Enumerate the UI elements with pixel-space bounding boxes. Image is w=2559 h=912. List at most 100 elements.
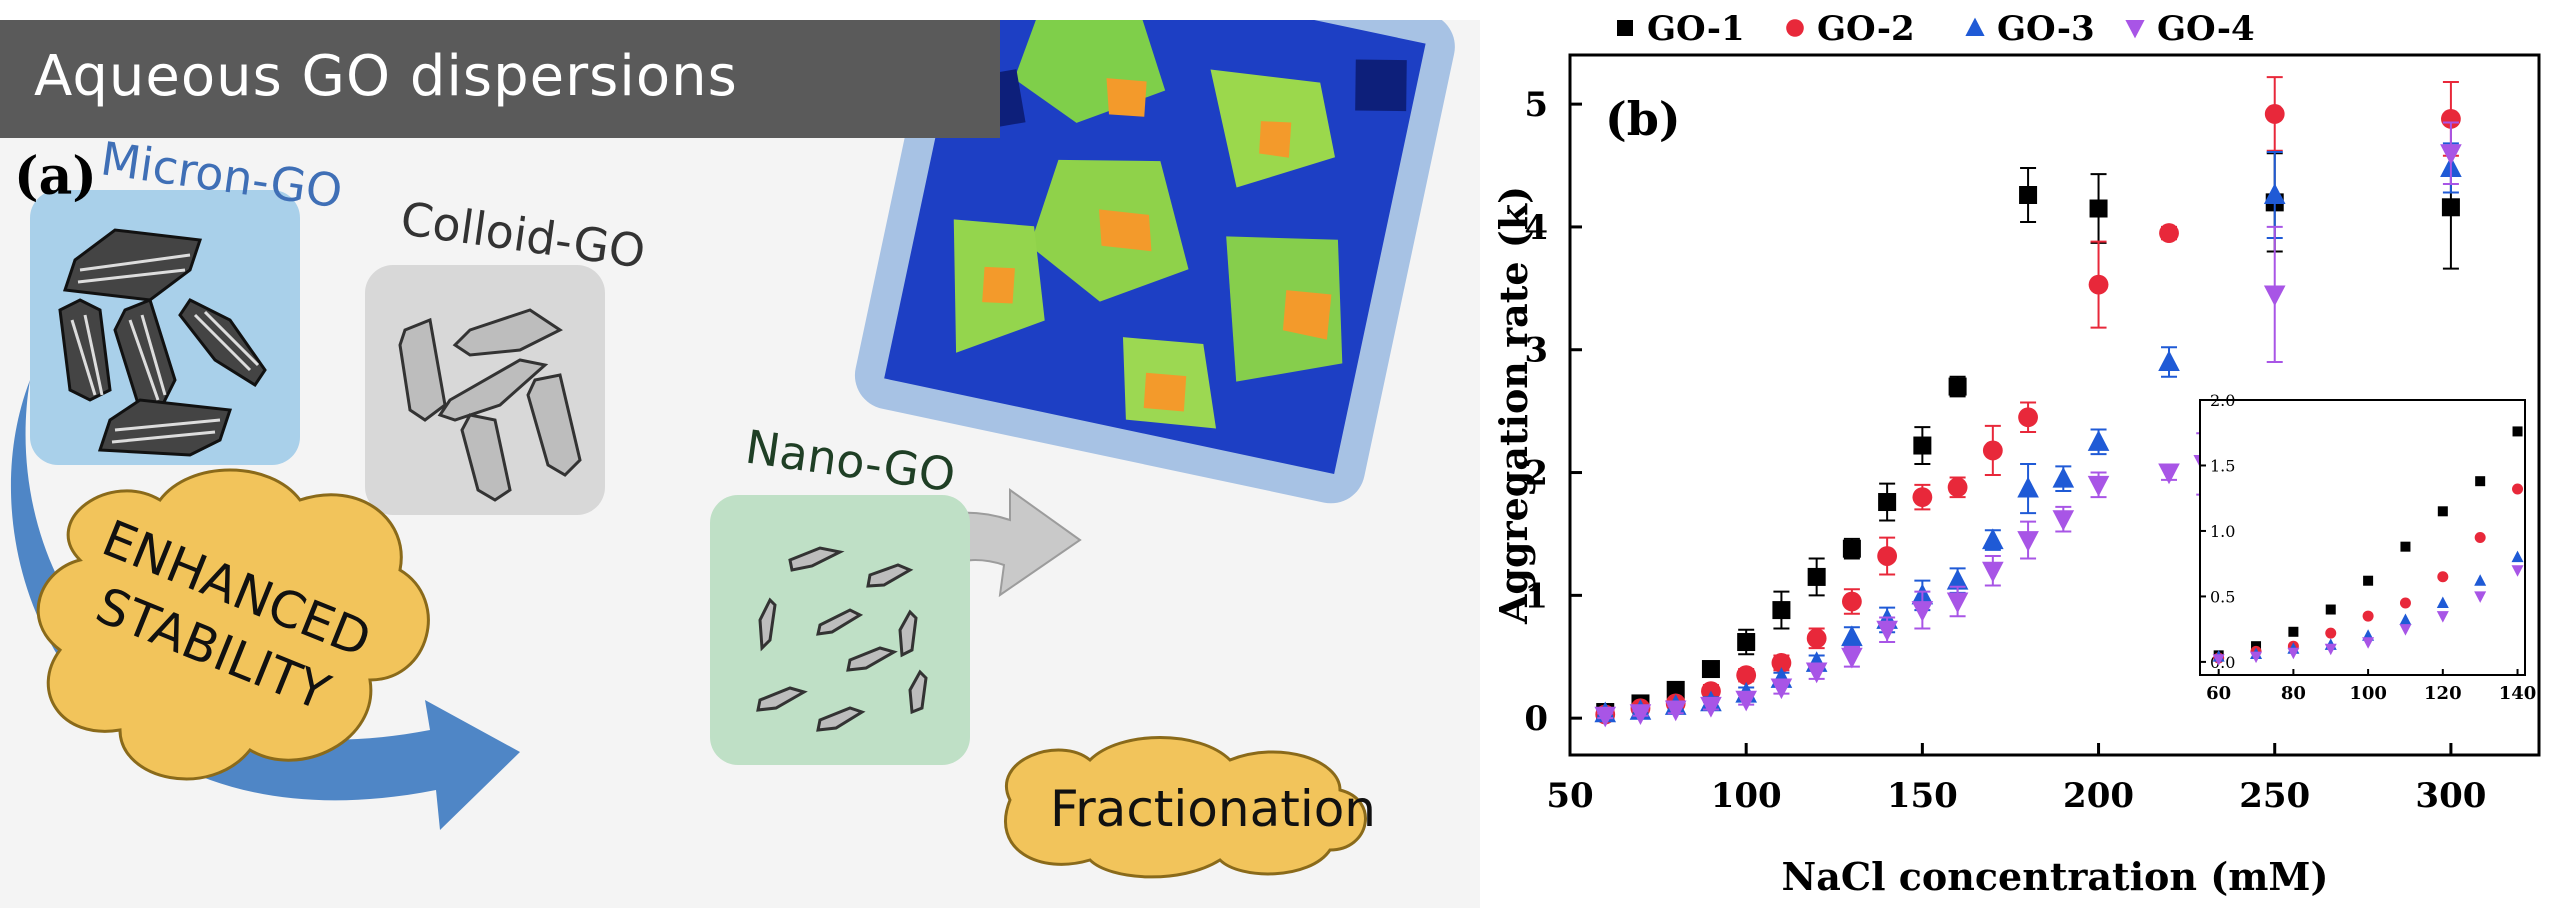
data-point-go-1 bbox=[1737, 633, 1756, 652]
data-point-go-1 bbox=[1878, 493, 1897, 512]
x-tick-label: 300 bbox=[2415, 776, 2486, 816]
data-markers bbox=[1594, 76, 2462, 728]
x-axis-label: NaCl concentration (mM) bbox=[1782, 854, 2329, 899]
data-point-go-1 bbox=[1772, 601, 1791, 620]
y-tick-label: 3 bbox=[1524, 331, 1548, 371]
data-point-go-3 bbox=[2263, 183, 2286, 204]
inset-point-go-3 bbox=[2436, 596, 2449, 608]
data-point-go-2 bbox=[1947, 477, 1968, 498]
legend-marker-go-2 bbox=[1786, 19, 1804, 37]
y-tick-label: 2 bbox=[1524, 454, 1548, 494]
data-point-go-4 bbox=[2087, 475, 2110, 497]
data-point-go-3 bbox=[2158, 350, 2180, 372]
afm-frame bbox=[854, 0, 1455, 504]
data-point-go-2 bbox=[1912, 487, 1933, 508]
inset-x-tick-label: 120 bbox=[2424, 683, 2462, 704]
legend-label: GO-3 bbox=[1997, 9, 2095, 49]
inset-point-go-1 bbox=[2325, 604, 2336, 615]
inset-point-go-1 bbox=[2288, 626, 2299, 637]
inset-y-tick-label: 2.0 bbox=[2210, 391, 2235, 410]
inset-point-go-4 bbox=[2362, 637, 2375, 649]
data-point-go-2 bbox=[1736, 665, 1757, 686]
data-point-go-3 bbox=[2052, 466, 2075, 488]
inset-point-go-1 bbox=[2475, 476, 2486, 487]
inset-point-go-3 bbox=[2474, 574, 2487, 586]
inset-frame bbox=[2199, 399, 2526, 676]
data-point-go-4 bbox=[2158, 463, 2180, 485]
data-point-go-4 bbox=[2263, 285, 2286, 307]
data-point-go-3 bbox=[1841, 625, 1863, 647]
data-point-go-4 bbox=[1735, 690, 1757, 712]
inset-point-go-4 bbox=[2399, 624, 2412, 636]
x-tick-label: 50 bbox=[1546, 776, 1593, 816]
inset-point-go-4 bbox=[2511, 565, 2524, 577]
legend-label: GO-2 bbox=[1817, 9, 1915, 49]
data-point-go-1 bbox=[1948, 377, 1967, 396]
data-point-go-2 bbox=[2441, 108, 2461, 129]
inset-y-tick-label: 0.5 bbox=[2210, 587, 2235, 606]
data-point-go-2 bbox=[1982, 440, 2003, 461]
legend-label: GO-1 bbox=[1647, 9, 1745, 49]
panel-a-label: (a) bbox=[14, 146, 97, 207]
fractionation-cloud bbox=[1003, 736, 1367, 879]
inset-point-go-2 bbox=[2325, 627, 2337, 639]
y-axis-label: Aggregation rate (k) bbox=[1495, 186, 1536, 625]
cloud-text-fractionation: Fractionation bbox=[1050, 780, 1377, 838]
data-point-go-2 bbox=[1877, 546, 1898, 566]
data-point-go-1 bbox=[1807, 567, 1826, 586]
inset-point-go-3 bbox=[2511, 550, 2524, 563]
data-point-go-4 bbox=[1982, 561, 2004, 583]
data-point-go-4 bbox=[1594, 706, 1617, 728]
data-point-go-2 bbox=[1806, 628, 1827, 649]
legend-marker-go-4 bbox=[2125, 20, 2145, 39]
axis-ticks: 50 100 150 200 250 300 0 1 2 3 4 5 bbox=[1524, 85, 2486, 816]
inset-point-go-3 bbox=[2399, 613, 2412, 625]
legend: GO-1 GO-2 GO-3 GO-4 bbox=[1617, 9, 2255, 49]
data-point-go-2 bbox=[2159, 223, 2179, 243]
legend-marker-go-1 bbox=[1617, 20, 1633, 36]
data-point-go-4 bbox=[2017, 531, 2039, 552]
aggregation-chart: (b) NaCl concentration (mM) Aggregation … bbox=[1491, 9, 2541, 899]
inset-point-go-2 bbox=[2399, 597, 2411, 609]
data-point-go-2 bbox=[2264, 104, 2285, 124]
inset-point-go-2 bbox=[2437, 571, 2449, 583]
data-point-go-1 bbox=[1842, 539, 1861, 558]
data-point-go-1 bbox=[2019, 186, 2038, 204]
inset-point-go-4 bbox=[2212, 654, 2225, 666]
inset-point-go-1 bbox=[2363, 575, 2374, 586]
inset-point-go-2 bbox=[2474, 532, 2486, 543]
data-point-go-4 bbox=[1841, 647, 1863, 669]
data-point-go-4 bbox=[1946, 592, 1969, 614]
data-point-go-2 bbox=[2018, 407, 2038, 428]
inset-point-go-1 bbox=[2400, 541, 2411, 552]
data-point-go-1 bbox=[2441, 198, 2460, 217]
data-point-go-1 bbox=[1913, 436, 1932, 455]
inset-y-tick-label: 1.5 bbox=[2210, 456, 2235, 475]
legend-marker-go-3 bbox=[1965, 17, 1985, 36]
inset-x-tick-label: 140 bbox=[2499, 683, 2537, 704]
inset-point-go-4 bbox=[2474, 591, 2487, 603]
inset-x-tick-label: 60 bbox=[2206, 683, 2231, 704]
inset-x-tick-label: 80 bbox=[2281, 683, 2306, 704]
inset-point-go-1 bbox=[2437, 506, 2448, 517]
inset-point-go-4 bbox=[2250, 651, 2263, 664]
data-point-go-3 bbox=[2087, 430, 2110, 451]
y-tick-label: 4 bbox=[1524, 208, 1548, 248]
inset-y-tick-label: 1.0 bbox=[2210, 522, 2235, 541]
plot-frame bbox=[1568, 53, 2541, 757]
data-point-go-4 bbox=[2440, 144, 2462, 165]
x-tick-label: 250 bbox=[2239, 776, 2310, 816]
schematic-drawing bbox=[0, 0, 1480, 879]
data-point-go-4 bbox=[1770, 678, 1793, 700]
y-tick-label: 0 bbox=[1524, 699, 1548, 739]
inset-point-go-2 bbox=[2512, 483, 2524, 495]
data-point-go-3 bbox=[1982, 528, 2004, 550]
banner-title: Aqueous GO dispersions bbox=[34, 44, 738, 109]
x-tick-label: 100 bbox=[1711, 776, 1782, 816]
inset-point-go-4 bbox=[2287, 647, 2300, 660]
data-point-go-3 bbox=[1946, 568, 1969, 590]
data-point-go-4 bbox=[1876, 620, 1898, 642]
data-point-go-1 bbox=[1666, 680, 1685, 699]
panel-b-label: (b) bbox=[1605, 92, 1681, 146]
